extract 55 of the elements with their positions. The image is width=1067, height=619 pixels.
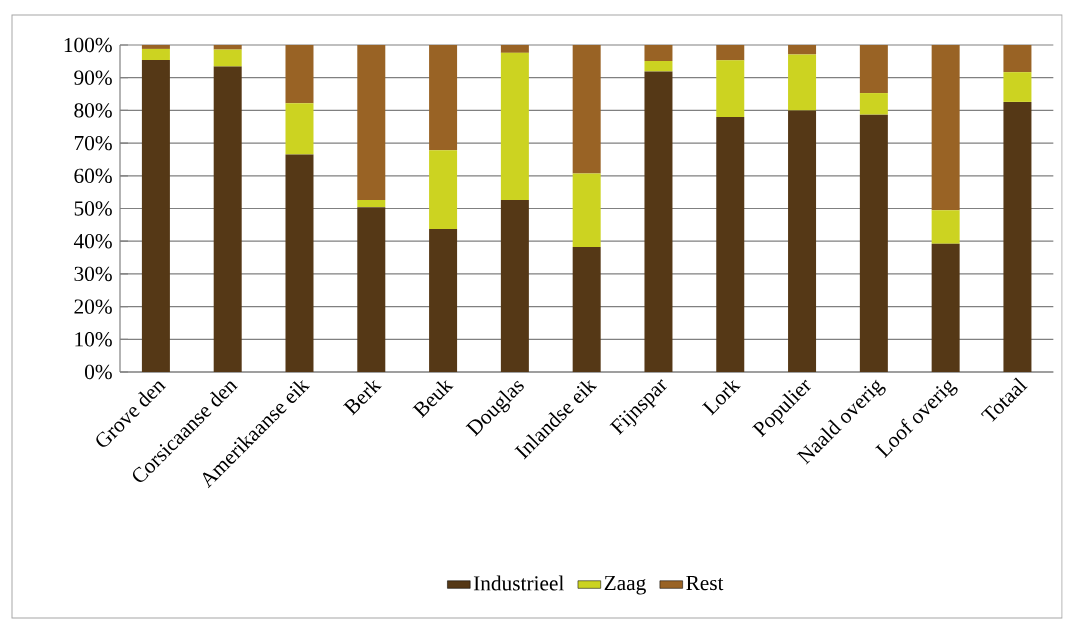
bar	[141, 48, 170, 61]
bar	[429, 45, 458, 151]
y-tick-label: 30%	[74, 266, 112, 282]
y-tick-label: 80%	[74, 103, 112, 118]
bar	[644, 71, 673, 372]
bar	[788, 45, 817, 55]
legend-label: Rest	[686, 575, 724, 591]
x-tick-label: Lork	[701, 380, 741, 416]
y-tick-label: 20%	[74, 299, 112, 314]
bar	[572, 45, 601, 174]
bar	[285, 154, 314, 372]
bar	[644, 45, 673, 62]
y-tick-label: 100%	[64, 37, 112, 53]
bar	[788, 54, 817, 111]
bar	[141, 60, 170, 372]
bar	[788, 110, 817, 372]
y-tick-label: 40%	[73, 233, 112, 249]
bar	[213, 45, 242, 50]
bar	[500, 45, 529, 53]
x-tick-label: Berk	[343, 380, 382, 416]
bar	[716, 116, 745, 372]
bar	[500, 200, 529, 372]
bar	[500, 52, 529, 200]
bar	[931, 210, 960, 244]
bar	[429, 150, 458, 230]
y-tick-label: 0%	[85, 364, 112, 380]
y-tick-label: 90%	[74, 70, 112, 85]
bar	[429, 229, 458, 372]
bar	[285, 103, 314, 155]
bar	[213, 49, 242, 67]
y-tick-label: 50%	[74, 201, 112, 216]
bar	[644, 61, 673, 72]
bar	[859, 114, 888, 372]
legend-label: Zaag	[604, 575, 646, 595]
bar	[213, 66, 242, 372]
bar	[859, 45, 888, 94]
bar	[716, 60, 745, 117]
bar	[141, 45, 170, 49]
bar	[859, 93, 888, 115]
y-tick-label: 70%	[74, 135, 112, 151]
legend-label: Industrieel	[473, 575, 564, 591]
bar	[1003, 45, 1032, 73]
bar	[1003, 72, 1032, 102]
bar	[931, 243, 960, 372]
bar	[572, 173, 601, 248]
bar	[716, 45, 745, 61]
bar	[357, 45, 386, 200]
bar	[285, 45, 314, 104]
bar	[1003, 101, 1032, 372]
bar	[357, 207, 386, 372]
y-tick-label: 60%	[74, 168, 112, 184]
y-tick-label: 10%	[75, 332, 112, 347]
bar	[357, 200, 386, 208]
bar	[931, 45, 960, 211]
bar	[572, 247, 601, 372]
